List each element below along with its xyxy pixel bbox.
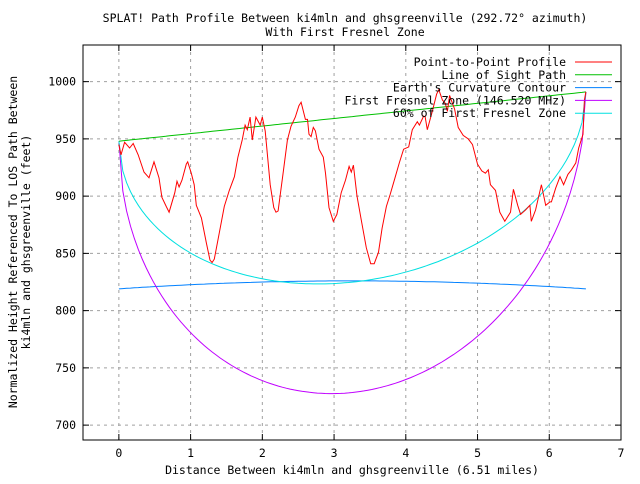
x-tick-label: 6 xyxy=(546,446,553,460)
y-axis-label-line-2: ki4mln and ghsgreenville (feet) xyxy=(19,135,33,350)
y-tick-label: 950 xyxy=(55,132,76,146)
x-tick-label: 2 xyxy=(259,446,266,460)
grid xyxy=(83,45,622,440)
legend-label: 60% of First Fresnel Zone xyxy=(393,106,566,120)
x-axis-label: Distance Between ki4mln and ghsgreenvill… xyxy=(165,463,539,477)
y-axis-label-line-1: Normalized Height Referenced To LOS Path… xyxy=(6,76,20,408)
x-tick-label: 0 xyxy=(115,446,122,460)
legend-label: Earth's Curvature Contour xyxy=(393,81,566,95)
y-tick-label: 750 xyxy=(55,361,76,375)
chart-title-line-1: SPLAT! Path Profile Between ki4mln and g… xyxy=(103,11,588,25)
x-tick-label: 3 xyxy=(331,446,338,460)
y-tick-label: 1000 xyxy=(48,75,76,89)
line-of-sight-line xyxy=(118,91,586,142)
y-tick-label: 800 xyxy=(55,304,76,318)
fresnel-60-line xyxy=(118,91,587,285)
axis-ticks: 0 1 2 3 4 5 6 7 700 750 800 850 900 950 1000 xyxy=(48,45,625,460)
legend-label: Line of Sight Path xyxy=(441,68,566,82)
y-tick-label: 850 xyxy=(55,246,76,260)
x-tick-label: 1 xyxy=(187,446,194,460)
fresnel-zone-line xyxy=(118,91,587,395)
series-layer xyxy=(118,88,587,395)
profile-line xyxy=(118,88,587,265)
x-tick-label: 7 xyxy=(618,446,625,460)
plot-frame xyxy=(82,44,622,441)
x-tick-label: 5 xyxy=(474,446,481,460)
y-tick-label: 900 xyxy=(55,189,76,203)
legend-label: First Fresnel Zone (146.520 MHz) xyxy=(344,93,566,107)
curvature-contour-line xyxy=(118,280,586,290)
chart-title-line-2: With First Fresnel Zone xyxy=(265,25,424,39)
x-tick-label: 4 xyxy=(402,446,409,460)
legend-label: Point-to-Point Profile xyxy=(414,55,566,69)
y-tick-label: 700 xyxy=(55,418,76,432)
